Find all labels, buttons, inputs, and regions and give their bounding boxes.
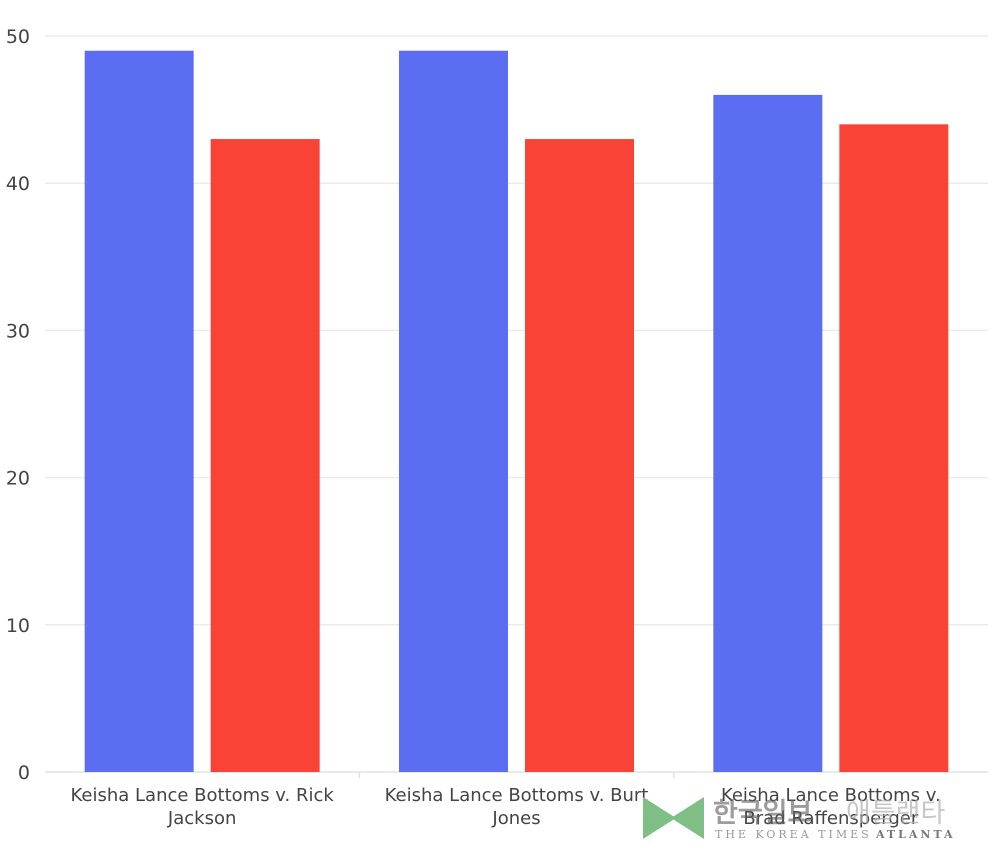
bar-series-2-category-3 (839, 124, 949, 772)
watermark-logo: 한국일보 애틀랜타 THE KOREA TIMES ATLANTA (643, 797, 956, 841)
x-tick-label: Keisha Lance Bottoms v. Rick Jackson (70, 785, 334, 829)
x-axis-ticks: Keisha Lance Bottoms v. Rick Jackson Keish… (70, 772, 941, 829)
bar-series-1-category-2 (399, 50, 508, 773)
bars (84, 50, 949, 773)
y-tick-label: 50 (6, 26, 30, 48)
bar-series-2-category-2 (525, 139, 634, 773)
bar-series-1-category-1 (84, 50, 194, 773)
watermark-logo-mark-left (643, 797, 676, 839)
y-tick-label: 0 (18, 762, 30, 784)
y-axis-ticks: 0 10 20 30 40 50 (6, 26, 30, 784)
watermark-korean-main: 한국일보 (713, 798, 812, 829)
bar-series-2-category-1 (210, 139, 320, 773)
bar-series-1-category-3 (713, 94, 823, 772)
watermark-english-accent: ATLANTA (875, 828, 956, 841)
watermark-english-main: THE KOREA TIMES (715, 828, 872, 841)
y-tick-label: 40 (6, 173, 30, 195)
gridlines (45, 35, 988, 773)
y-tick-label: 10 (6, 615, 30, 637)
x-tick-label: Keisha Lance Bottoms v. Burt Jones (385, 785, 649, 829)
x-tick-label: Keisha Lance Bottoms v. Brad Raffensperge… (721, 785, 941, 829)
watermark-logo-mark-right (671, 797, 704, 839)
y-tick-label: 20 (6, 468, 30, 490)
y-tick-label: 30 (6, 320, 30, 342)
watermark-korean-accent: 애틀랜타 (846, 798, 946, 829)
